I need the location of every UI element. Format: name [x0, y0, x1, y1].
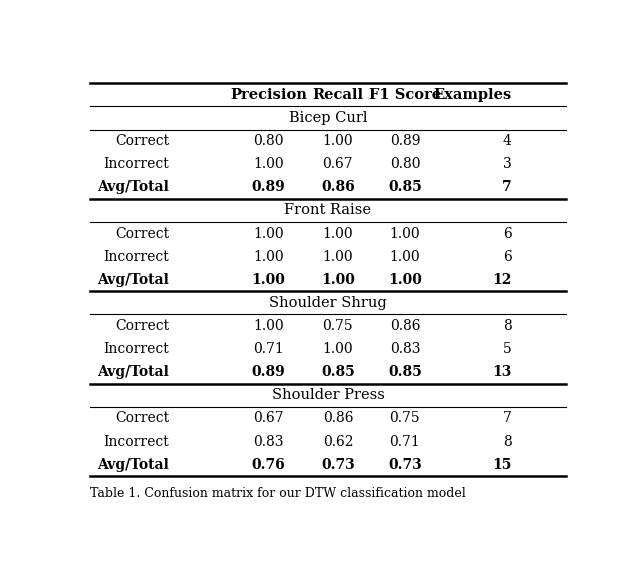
Text: 1.00: 1.00: [390, 227, 420, 240]
Text: 0.71: 0.71: [390, 434, 420, 448]
Text: Table 1. Confusion matrix for our DTW classification model: Table 1. Confusion matrix for our DTW cl…: [90, 487, 466, 500]
Text: Incorrect: Incorrect: [104, 249, 169, 264]
Text: Shoulder Press: Shoulder Press: [271, 388, 385, 403]
Text: 7: 7: [502, 180, 511, 194]
Text: 1.00: 1.00: [323, 227, 353, 240]
Text: 5: 5: [503, 342, 511, 356]
Text: 0.83: 0.83: [253, 434, 284, 448]
Text: 1.00: 1.00: [388, 273, 422, 287]
Text: 0.71: 0.71: [253, 342, 284, 356]
Text: Shoulder Shrug: Shoulder Shrug: [269, 296, 387, 310]
Text: Bicep Curl: Bicep Curl: [289, 111, 367, 125]
Text: 1.00: 1.00: [253, 227, 284, 240]
Text: Incorrect: Incorrect: [104, 434, 169, 448]
Text: 7: 7: [502, 412, 511, 425]
Text: 1.00: 1.00: [323, 342, 353, 356]
Text: 1.00: 1.00: [253, 157, 284, 171]
Text: 1.00: 1.00: [252, 273, 285, 287]
Text: Precision: Precision: [230, 88, 307, 102]
Text: Incorrect: Incorrect: [104, 157, 169, 171]
Text: 0.80: 0.80: [390, 157, 420, 171]
Text: 1.00: 1.00: [323, 134, 353, 148]
Text: 0.76: 0.76: [252, 458, 285, 472]
Text: 4: 4: [502, 134, 511, 148]
Text: F1 Score: F1 Score: [369, 88, 441, 102]
Text: 0.83: 0.83: [390, 342, 420, 356]
Text: 8: 8: [503, 434, 511, 448]
Text: Avg/Total: Avg/Total: [97, 273, 169, 287]
Text: 0.89: 0.89: [390, 134, 420, 148]
Text: Recall: Recall: [312, 88, 364, 102]
Text: 0.75: 0.75: [323, 319, 353, 333]
Text: Front Raise: Front Raise: [285, 204, 371, 218]
Text: 3: 3: [503, 157, 511, 171]
Text: 0.85: 0.85: [388, 365, 422, 379]
Text: 0.67: 0.67: [323, 157, 353, 171]
Text: 0.89: 0.89: [252, 180, 285, 194]
Text: Correct: Correct: [115, 319, 169, 333]
Text: Correct: Correct: [115, 227, 169, 240]
Text: 6: 6: [503, 227, 511, 240]
Text: 6: 6: [503, 249, 511, 264]
Text: Examples: Examples: [433, 88, 511, 102]
Text: Avg/Total: Avg/Total: [97, 458, 169, 472]
Text: 0.80: 0.80: [253, 134, 284, 148]
Text: 0.73: 0.73: [388, 458, 422, 472]
Text: Avg/Total: Avg/Total: [97, 365, 169, 379]
Text: 1.00: 1.00: [390, 249, 420, 264]
Text: Correct: Correct: [115, 134, 169, 148]
Text: Correct: Correct: [115, 412, 169, 425]
Text: 0.86: 0.86: [390, 319, 420, 333]
Text: 1.00: 1.00: [321, 273, 355, 287]
Text: 15: 15: [492, 458, 511, 472]
Text: 0.67: 0.67: [253, 412, 284, 425]
Text: 0.85: 0.85: [321, 365, 355, 379]
Text: 12: 12: [492, 273, 511, 287]
Text: 1.00: 1.00: [323, 249, 353, 264]
Text: 0.75: 0.75: [390, 412, 420, 425]
Text: Avg/Total: Avg/Total: [97, 180, 169, 194]
Text: 8: 8: [503, 319, 511, 333]
Text: 0.73: 0.73: [321, 458, 355, 472]
Text: 0.86: 0.86: [323, 412, 353, 425]
Text: Incorrect: Incorrect: [104, 342, 169, 356]
Text: 0.89: 0.89: [252, 365, 285, 379]
Text: 1.00: 1.00: [253, 319, 284, 333]
Text: 13: 13: [492, 365, 511, 379]
Text: 0.62: 0.62: [323, 434, 353, 448]
Text: 0.85: 0.85: [388, 180, 422, 194]
Text: 1.00: 1.00: [253, 249, 284, 264]
Text: 0.86: 0.86: [321, 180, 355, 194]
